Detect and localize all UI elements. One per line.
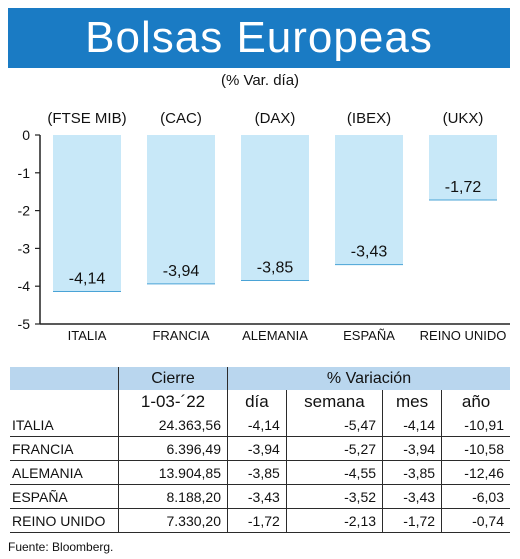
bar: [53, 135, 121, 292]
index-label: (CAC): [160, 110, 202, 127]
bar-chart: 0 -1 -2 -3 -4 -5 -4,14 (FTSE MIB) ITALIA -3,94 (CA…: [18, 110, 510, 343]
subheader-mes: mes: [382, 390, 443, 413]
table-subheader-row: 1-03-´22 día semana mes año: [10, 390, 510, 413]
y-tick-label: -2: [18, 203, 31, 219]
row-semana: -2,13: [286, 508, 384, 533]
row-mes: -1,72: [382, 508, 443, 533]
row-semana: -5,27: [286, 436, 384, 461]
row-cierre: 8.188,20: [118, 484, 228, 509]
y-tick-label: -4: [18, 278, 31, 294]
row-cierre: 13.904,85: [118, 460, 228, 485]
row-dia: -4,14: [227, 413, 287, 437]
data-table: Cierre % Variación 1-03-´22 día semana m…: [10, 367, 510, 533]
source-note: Fuente: Bloomberg.: [8, 540, 114, 554]
index-label: (DAX): [255, 110, 296, 127]
row-dia: -3,85: [227, 460, 287, 485]
row-dia: -3,43: [227, 484, 287, 509]
row-ano: -12,46: [441, 460, 510, 485]
header-blank-cell: [10, 367, 119, 390]
row-dia: -1,72: [227, 508, 287, 533]
row-country: ALEMANIA: [10, 460, 119, 485]
row-ano: -10,58: [441, 436, 510, 461]
chart-subtitle: (% Var. día): [220, 72, 300, 89]
index-label: (IBEX): [347, 110, 391, 127]
row-mes: -3,43: [382, 484, 443, 509]
index-label: (UKX): [443, 110, 484, 127]
table-row: REINO UNIDO 7.330,20 -1,72 -2,13 -1,72 -0,74: [10, 508, 510, 533]
row-mes: -4,14: [382, 413, 443, 437]
bar-value-label: -3,43: [351, 244, 388, 261]
row-country: ESPAÑA: [10, 484, 119, 509]
table-row: FRANCIA 6.396,49 -3,94 -5,27 -3,94 -10,58: [10, 436, 510, 461]
x-tick-label: ESPAÑA: [343, 328, 395, 343]
row-country: FRANCIA: [10, 436, 119, 461]
y-tick-label: -5: [18, 316, 31, 332]
subheader-semana: semana: [286, 390, 384, 413]
row-country: ITALIA: [10, 413, 119, 437]
subheader-ano: año: [461, 391, 491, 411]
table-row: ITALIA 24.363,56 -4,14 -5,47 -4,14 -10,91: [10, 413, 510, 437]
row-semana: -5,47: [286, 413, 384, 437]
x-tick-label: ALEMANIA: [242, 328, 308, 343]
row-cierre: 24.363,56: [118, 413, 228, 437]
row-ano: -6,03: [441, 484, 510, 509]
y-tick-label: 0: [22, 127, 30, 143]
table-row: ESPAÑA 8.188,20 -3,43 -3,52 -3,43 -6,03: [10, 484, 510, 509]
bar-value-label: -3,85: [257, 260, 294, 277]
x-tick-label: ITALIA: [68, 328, 107, 343]
x-tick-label: REINO UNIDO: [420, 328, 507, 343]
row-ano: -0,74: [441, 508, 510, 533]
bar-value-label: -4,14: [69, 270, 106, 287]
bar: [147, 135, 215, 284]
y-tick-label: -1: [18, 165, 31, 181]
bar: [429, 135, 497, 201]
row-ano: -10,91: [441, 413, 510, 437]
table-header-row: Cierre % Variación: [10, 367, 510, 390]
row-mes: -3,94: [382, 436, 443, 461]
row-cierre: 7.330,20: [118, 508, 228, 533]
bar-value-label: -3,94: [163, 263, 200, 280]
row-country: REINO UNIDO: [10, 508, 119, 533]
row-cierre: 6.396,49: [118, 436, 228, 461]
row-dia: -3,94: [227, 436, 287, 461]
header-variacion: % Variación: [227, 367, 510, 390]
x-tick-label: FRANCIA: [152, 328, 209, 343]
y-tick-label: -3: [18, 240, 31, 256]
table-row: ALEMANIA 13.904,85 -3,85 -4,55 -3,85 -12,46: [10, 460, 510, 485]
header-cierre: Cierre: [118, 367, 228, 390]
bar-value-label: -1,72: [445, 179, 482, 196]
row-semana: -4,55: [286, 460, 384, 485]
bar: [335, 135, 403, 265]
row-semana: -3,52: [286, 484, 384, 509]
page-title: Bolsas Europeas: [8, 8, 510, 68]
bar: [241, 135, 309, 281]
subheader-blank-cell: [10, 390, 119, 413]
index-label: (FTSE MIB): [47, 110, 126, 127]
subheader-date: 1-03-´22: [118, 390, 228, 413]
row-mes: -3,85: [382, 460, 443, 485]
subheader-dia: día: [227, 390, 287, 413]
